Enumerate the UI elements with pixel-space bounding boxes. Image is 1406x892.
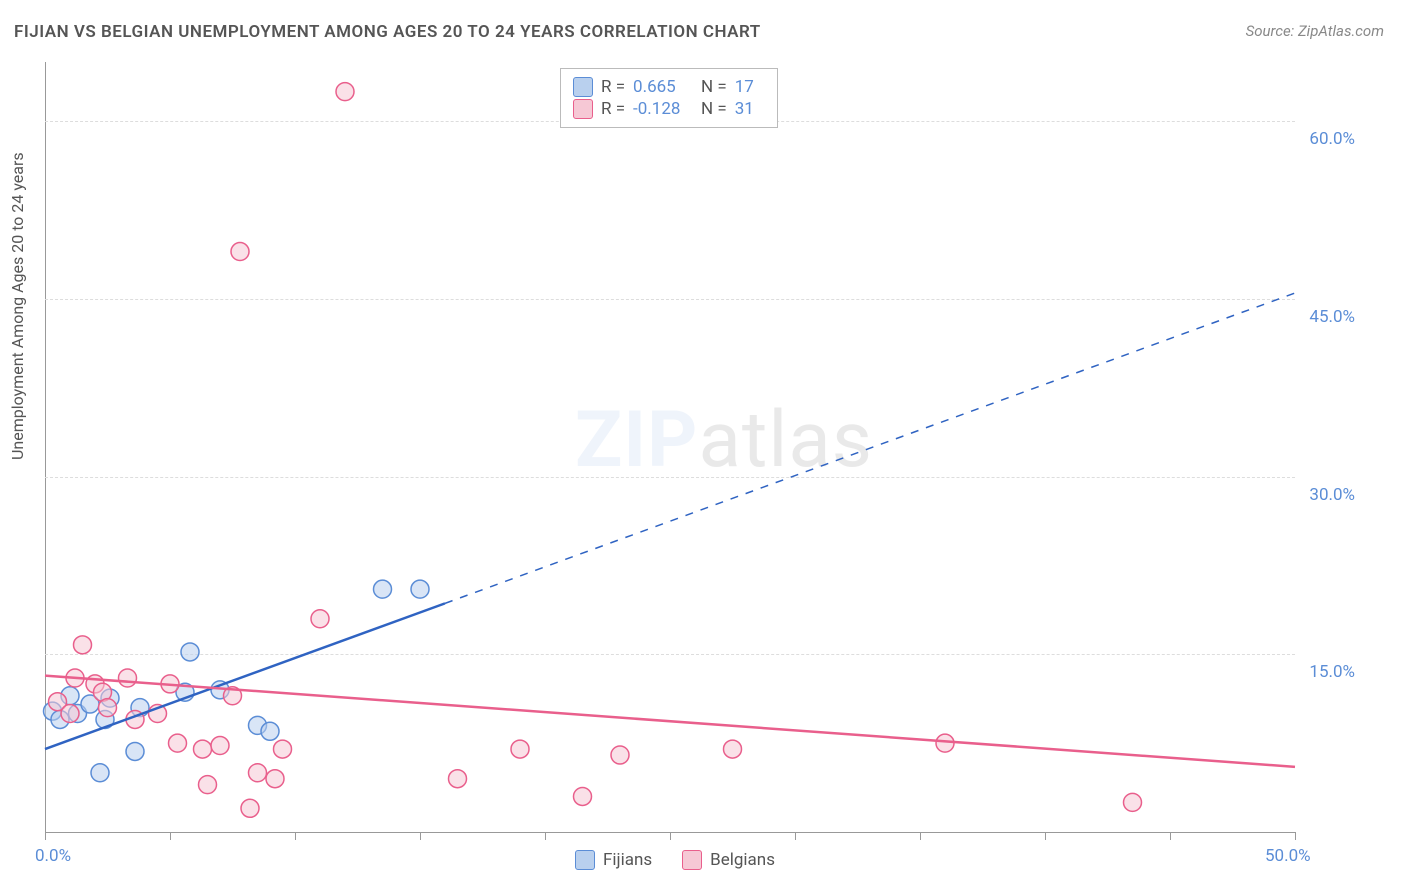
data-point <box>194 740 212 758</box>
data-point <box>61 705 79 723</box>
xtick <box>545 832 546 840</box>
source-label: Source: ZipAtlas.com <box>1246 22 1384 40</box>
legend: Fijians Belgians <box>575 850 775 870</box>
data-point <box>511 740 529 758</box>
data-point <box>266 770 284 788</box>
n-value: 17 <box>735 77 765 97</box>
stats-row: R = -0.128 N = 31 <box>573 99 765 119</box>
data-point <box>374 580 392 598</box>
trend-line <box>45 603 445 749</box>
data-point <box>411 580 429 598</box>
legend-item: Belgians <box>682 850 775 870</box>
r-value: 0.665 <box>633 77 693 97</box>
data-point <box>241 799 259 817</box>
data-point <box>936 734 954 752</box>
xtick <box>45 832 46 840</box>
data-point <box>169 734 187 752</box>
xtick <box>1295 832 1296 840</box>
legend-item: Fijians <box>575 850 652 870</box>
xtick-label: 50.0% <box>1265 846 1311 866</box>
data-point <box>311 610 329 628</box>
data-point <box>274 740 292 758</box>
xtick <box>295 832 296 840</box>
legend-label: Belgians <box>710 850 775 870</box>
r-value: -0.128 <box>633 99 693 119</box>
xtick <box>670 832 671 840</box>
stats-row: R = 0.665 N = 17 <box>573 77 765 97</box>
data-point <box>119 669 137 687</box>
xtick <box>1045 832 1046 840</box>
xtick <box>795 832 796 840</box>
data-point <box>261 722 279 740</box>
data-point <box>449 770 467 788</box>
ytick-label: 60.0% <box>1285 129 1355 149</box>
n-value: 31 <box>735 99 765 119</box>
trend-line <box>45 676 1295 767</box>
data-point <box>231 243 249 261</box>
y-axis-label: Unemployment Among Ages 20 to 24 years <box>8 152 27 460</box>
data-point <box>211 737 229 755</box>
data-point <box>574 787 592 805</box>
trend-line-dashed <box>445 293 1295 603</box>
n-label: N = <box>701 77 727 97</box>
data-point <box>1124 793 1142 811</box>
ytick-label: 15.0% <box>1285 662 1355 682</box>
n-label: N = <box>701 99 727 119</box>
xtick <box>170 832 171 840</box>
chart-title: FIJIAN VS BELGIAN UNEMPLOYMENT AMONG AGE… <box>14 22 761 42</box>
xtick <box>420 832 421 840</box>
stats-box: R = 0.665 N = 17 R = -0.128 N = 31 <box>560 68 778 128</box>
data-point <box>249 764 267 782</box>
data-point <box>91 764 109 782</box>
xtick <box>1170 832 1171 840</box>
legend-label: Fijians <box>603 850 652 870</box>
data-point <box>611 746 629 764</box>
data-point <box>126 742 144 760</box>
ytick-label: 45.0% <box>1285 307 1355 327</box>
data-point <box>181 643 199 661</box>
series-swatch-icon <box>573 77 593 97</box>
data-point <box>336 83 354 101</box>
data-point <box>199 776 217 794</box>
legend-swatch-icon <box>575 850 595 870</box>
ytick-label: 30.0% <box>1285 485 1355 505</box>
xtick-label: 0.0% <box>35 846 71 866</box>
legend-swatch-icon <box>682 850 702 870</box>
r-label: R = <box>601 77 625 97</box>
series-swatch-icon <box>573 99 593 119</box>
data-point <box>74 636 92 654</box>
r-label: R = <box>601 99 625 119</box>
data-point <box>724 740 742 758</box>
data-point <box>99 699 117 717</box>
xtick <box>920 832 921 840</box>
chart-svg <box>45 62 1295 832</box>
